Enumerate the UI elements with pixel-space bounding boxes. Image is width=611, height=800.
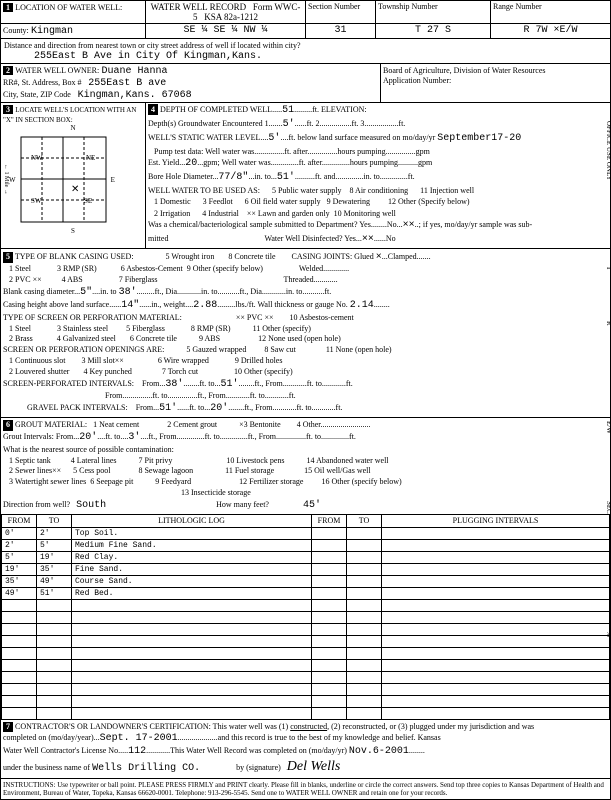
county-lbl: County: bbox=[3, 26, 29, 35]
owner-lbl: WATER WELL OWNER: bbox=[15, 66, 99, 75]
svg-text:✕: ✕ bbox=[71, 184, 79, 195]
form-page: OFFICE USE ONLY T R E/W SEC % 1 LOCATION… bbox=[0, 0, 611, 800]
table-row: 5'19'Red Clay. bbox=[2, 551, 610, 563]
s: S bbox=[3, 227, 143, 235]
side-office: OFFICE USE ONLY bbox=[605, 121, 611, 181]
table-row bbox=[2, 659, 610, 671]
svg-text:SW: SW bbox=[31, 197, 42, 205]
box3-lbl: LOCATE WELL'S LOCATION WITH AN "X" IN SE… bbox=[3, 106, 136, 124]
n: N bbox=[3, 124, 143, 132]
side-sec: SEC bbox=[605, 501, 611, 514]
section: 31 bbox=[306, 24, 376, 38]
sec5: 5 TYPE OF BLANK CASING USED: 5 Wrought i… bbox=[1, 249, 610, 419]
lithologic-log: FROM TO LITHOLOGIC LOG FROM TO PLUGGING … bbox=[1, 515, 610, 720]
table-row: 49'51'Red Bed. bbox=[2, 587, 610, 599]
sec7: 7 CONTRACTOR'S OR LANDOWNER'S CERTIFICAT… bbox=[1, 720, 610, 780]
side-t: T bbox=[605, 266, 611, 270]
depth-v: 51 bbox=[282, 105, 294, 116]
hdr-township: Township Number bbox=[376, 1, 491, 23]
table-row bbox=[2, 647, 610, 659]
sec34: 3 LOCATE WELL'S LOCATION WITH AN "X" IN … bbox=[1, 103, 610, 249]
side-pct: % bbox=[605, 631, 611, 637]
hdr-range: Range Number bbox=[491, 1, 610, 23]
dist-val: 255East B Ave in City Of Kingman,Kans. bbox=[4, 51, 262, 62]
table-row bbox=[2, 635, 610, 647]
svg-text:SE: SE bbox=[84, 197, 92, 205]
table-row: 0'2'Top Soil. bbox=[2, 527, 610, 539]
form-title: WATER WELL RECORD bbox=[151, 2, 247, 12]
dist-lbl: Distance and direction from nearest town… bbox=[4, 41, 301, 50]
table-row bbox=[2, 599, 610, 611]
svg-text:NE: NE bbox=[86, 154, 95, 162]
e: E bbox=[111, 176, 115, 184]
table-row bbox=[2, 671, 610, 683]
section-box: NW NE SW SE ✕ bbox=[16, 132, 111, 227]
table-row bbox=[2, 707, 610, 719]
side-ew: E/W bbox=[605, 421, 611, 434]
w: W bbox=[9, 176, 16, 184]
signature: Del Wells bbox=[287, 759, 341, 774]
table-row: 35'49'Course Sand. bbox=[2, 575, 610, 587]
dist-row: Distance and direction from nearest town… bbox=[1, 39, 610, 64]
city: Kingman,Kans. 67068 bbox=[78, 90, 192, 101]
city-lbl: City, State, ZIP Code bbox=[3, 90, 71, 99]
sec6: 6 GROUT MATERIAL: 1 Neat cement 2 Cement… bbox=[1, 418, 610, 515]
svg-text:NW: NW bbox=[31, 154, 43, 162]
table-row bbox=[2, 623, 610, 635]
title-row: 1 LOCATION OF WATER WELL: WATER WELL REC… bbox=[1, 1, 610, 24]
owner-name: Duane Hanna bbox=[101, 66, 167, 77]
appno: Application Number: bbox=[383, 76, 451, 85]
board: Board of Agriculture, Division of Water … bbox=[383, 66, 546, 75]
addr: 255East B ave bbox=[88, 78, 166, 89]
side-r: R bbox=[605, 321, 611, 326]
range: R 7W ×E/W bbox=[491, 24, 610, 38]
fraction: SE ¼ SE ¼ NW ¼ bbox=[146, 24, 306, 38]
loc-lbl: LOCATION OF WATER WELL: bbox=[15, 3, 122, 12]
loc-row: County: Kingman SE ¼ SE ¼ NW ¼ 31 T 27 S… bbox=[1, 24, 610, 39]
township: T 27 S bbox=[376, 24, 491, 38]
depth-lbl: DEPTH OF COMPLETED WELL bbox=[160, 105, 272, 114]
table-row bbox=[2, 695, 610, 707]
owner-row: 2 WATER WELL OWNER: Duane Hanna RR#, St.… bbox=[1, 64, 610, 103]
table-row bbox=[2, 611, 610, 623]
addr-lbl: RR#, St. Address, Box # bbox=[3, 78, 81, 87]
county: Kingman bbox=[31, 26, 73, 37]
table-row: 19'35'Fine Sand. bbox=[2, 563, 610, 575]
table-row: 2'5'Medium Fine Sand. bbox=[2, 539, 610, 551]
ksa: KSA 82a-1212 bbox=[204, 12, 258, 22]
instructions: INSTRUCTIONS: Use typewriter or ball poi… bbox=[1, 779, 610, 799]
hdr-section: Section Number bbox=[306, 1, 376, 23]
table-row bbox=[2, 683, 610, 695]
